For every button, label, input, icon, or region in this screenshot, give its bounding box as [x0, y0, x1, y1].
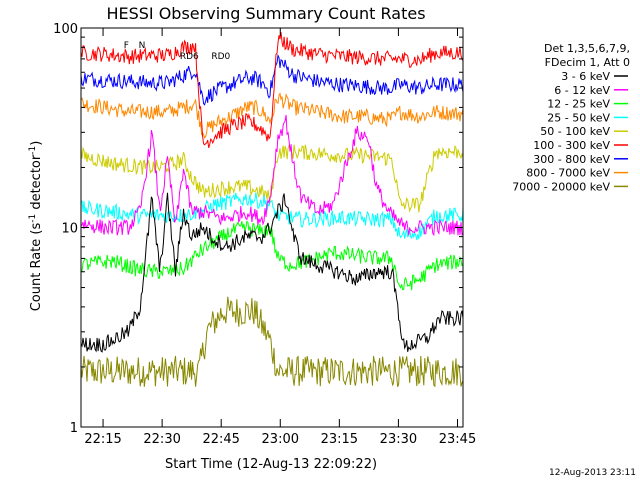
legend-header: FDecim 1, Att 0	[545, 56, 630, 69]
series-line	[80, 296, 464, 388]
legend-entry: 3 - 6 keV	[561, 70, 610, 83]
x-tick-label: 22:30	[143, 432, 180, 447]
x-axis-label: Start Time (12-Aug-13 22:09:22)	[165, 457, 377, 472]
y-axis-label-main: Count Rate (s	[29, 223, 44, 312]
y-axis-label-sup1: -1	[28, 214, 38, 223]
series-line	[80, 220, 464, 291]
x-tick-label: 22:45	[202, 432, 239, 447]
attenuator-label: N	[139, 41, 146, 51]
timestamp: 12-Aug-2013 23:11	[549, 468, 636, 478]
x-tick-label: 23:30	[380, 432, 417, 447]
attenuator-label: F	[124, 41, 129, 51]
legend-entry: 800 - 7000 keV	[526, 167, 610, 180]
y-tick-label: 100	[53, 22, 78, 37]
y-axis-label-sup2: -1	[28, 146, 38, 155]
legend-entry: 25 - 50 keV	[547, 111, 610, 124]
series-line	[80, 31, 464, 148]
x-tick-label: 22:15	[84, 432, 121, 447]
legend-entry: 50 - 100 keV	[540, 125, 610, 138]
y-tick-label: 1	[70, 421, 78, 436]
legend: Det 1,3,5,6,7,9,FDecim 1, Att 03 - 6 keV…	[512, 42, 630, 193]
legend-entry: 300 - 800 keV	[533, 153, 610, 166]
legend-entry: 12 - 25 keV	[547, 98, 610, 111]
y-axis-label-mid: detector	[29, 154, 44, 214]
y-axis-label-end: )	[29, 141, 44, 146]
rd-label: RD6	[180, 52, 199, 62]
y-tick-label: 10	[61, 222, 78, 237]
x-tick-label: 23:15	[321, 432, 358, 447]
chart-title: HESSI Observing Summary Count Rates	[106, 4, 425, 23]
series-line	[80, 192, 464, 241]
x-tick-label: 23:00	[262, 432, 299, 447]
series-line	[80, 53, 464, 106]
legend-entry: 6 - 12 keV	[554, 84, 610, 97]
rd-label: RD0	[211, 52, 230, 62]
plot-area: F N RD6 RD0	[80, 31, 464, 388]
y-axis-label: Count Rate (s-1 detector-1)	[28, 141, 44, 312]
axis-ticks: 22:15 22:30 22:45 23:00 23:15 23:30 23:45 1 10 10…	[53, 22, 476, 447]
legend-entry: 100 - 300 keV	[533, 139, 610, 152]
series-line	[80, 192, 464, 353]
x-tick-label: 23:45	[439, 432, 476, 447]
legend-entry: 7000 - 20000 keV	[512, 180, 610, 193]
series-line	[80, 114, 464, 237]
legend-header: Det 1,3,5,6,7,9,	[544, 42, 630, 55]
